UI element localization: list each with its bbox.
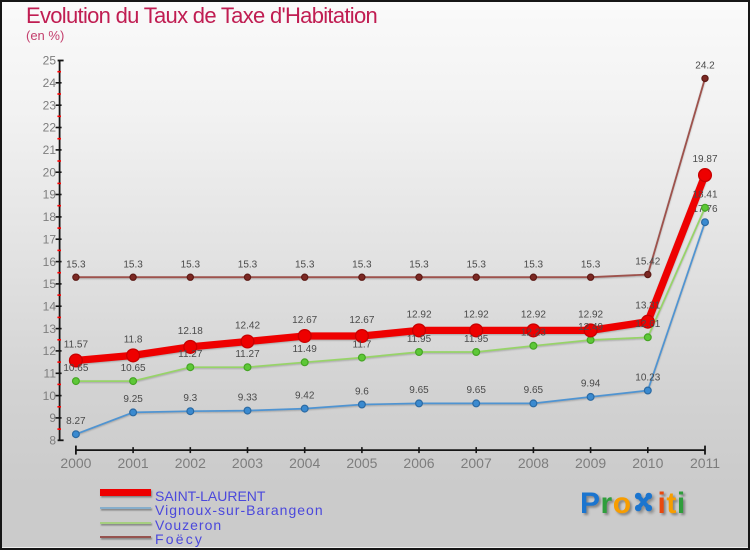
svg-text:15.3: 15.3: [409, 259, 429, 270]
svg-text:9.3: 9.3: [183, 393, 197, 404]
svg-text:11: 11: [44, 367, 57, 381]
svg-text:15.3: 15.3: [66, 259, 86, 270]
svg-text:2010: 2010: [632, 455, 663, 471]
svg-text:12.23: 12.23: [521, 328, 546, 339]
svg-text:10.65: 10.65: [121, 363, 146, 374]
svg-text:2007: 2007: [461, 455, 492, 471]
svg-text:15.3: 15.3: [295, 259, 315, 270]
svg-text:10: 10: [43, 389, 57, 403]
svg-text:18.41: 18.41: [692, 190, 717, 201]
svg-text:9.94: 9.94: [581, 379, 601, 390]
svg-text:19: 19: [43, 188, 57, 202]
svg-text:14: 14: [43, 299, 57, 313]
svg-text:15.3: 15.3: [238, 259, 258, 270]
svg-text:15.3: 15.3: [352, 259, 372, 270]
svg-text:24.2: 24.2: [695, 61, 715, 72]
svg-text:15.3: 15.3: [581, 259, 601, 270]
svg-text:11.27: 11.27: [235, 349, 260, 360]
svg-text:9.65: 9.65: [466, 385, 486, 396]
svg-text:15.42: 15.42: [635, 257, 660, 268]
svg-text:12.92: 12.92: [521, 309, 546, 320]
svg-text:2009: 2009: [575, 455, 606, 471]
svg-text:11.27: 11.27: [178, 349, 203, 360]
svg-text:2011: 2011: [690, 455, 720, 471]
svg-text:15.3: 15.3: [123, 259, 143, 270]
svg-text:2008: 2008: [518, 455, 549, 471]
svg-text:21: 21: [43, 143, 57, 157]
svg-text:12.92: 12.92: [406, 309, 431, 320]
svg-text:9.25: 9.25: [123, 394, 143, 405]
svg-text:9.65: 9.65: [524, 385, 544, 396]
svg-text:12.42: 12.42: [235, 321, 260, 332]
svg-text:12: 12: [43, 344, 57, 358]
svg-text:13.31: 13.31: [635, 301, 660, 312]
svg-text:17: 17: [43, 232, 57, 246]
svg-text:9.33: 9.33: [238, 392, 258, 403]
svg-text:2005: 2005: [346, 455, 377, 471]
svg-text:11.57: 11.57: [64, 340, 89, 351]
svg-text:2006: 2006: [403, 455, 434, 471]
svg-text:13: 13: [43, 322, 57, 336]
svg-text:24: 24: [43, 76, 57, 90]
svg-text:12.92: 12.92: [464, 309, 489, 320]
svg-text:11.8: 11.8: [124, 334, 143, 345]
svg-text:19.87: 19.87: [692, 154, 717, 165]
svg-text:12.92: 12.92: [578, 309, 603, 320]
svg-text:12.67: 12.67: [292, 315, 317, 326]
svg-text:2002: 2002: [175, 455, 206, 471]
svg-text:25: 25: [43, 54, 57, 68]
svg-text:15.3: 15.3: [466, 259, 486, 270]
svg-text:15: 15: [43, 277, 57, 291]
svg-text:12.61: 12.61: [635, 319, 660, 330]
svg-text:9.65: 9.65: [409, 385, 429, 396]
svg-text:11.95: 11.95: [464, 334, 489, 345]
svg-text:16: 16: [43, 255, 57, 269]
svg-text:12.49: 12.49: [578, 322, 603, 333]
svg-text:11.49: 11.49: [293, 344, 318, 355]
svg-text:15.3: 15.3: [181, 259, 201, 270]
svg-text:2004: 2004: [289, 455, 320, 471]
svg-text:11.7: 11.7: [353, 339, 372, 350]
svg-text:8.27: 8.27: [66, 416, 86, 427]
svg-text:9.6: 9.6: [355, 386, 369, 397]
svg-text:11.95: 11.95: [407, 334, 432, 345]
svg-text:15.3: 15.3: [524, 259, 544, 270]
svg-text:9: 9: [49, 411, 56, 425]
svg-text:10.23: 10.23: [635, 372, 660, 383]
svg-text:22: 22: [43, 121, 57, 135]
svg-text:23: 23: [43, 98, 57, 112]
svg-text:18: 18: [43, 210, 57, 224]
svg-text:12.67: 12.67: [349, 315, 374, 326]
svg-text:9.42: 9.42: [295, 390, 315, 401]
svg-text:20: 20: [43, 165, 57, 179]
svg-text:2001: 2001: [118, 455, 149, 471]
svg-text:10.65: 10.65: [63, 363, 88, 374]
svg-text:2000: 2000: [60, 455, 91, 471]
svg-text:8: 8: [49, 434, 56, 448]
svg-text:12.18: 12.18: [178, 326, 203, 337]
svg-text:2003: 2003: [232, 455, 263, 471]
